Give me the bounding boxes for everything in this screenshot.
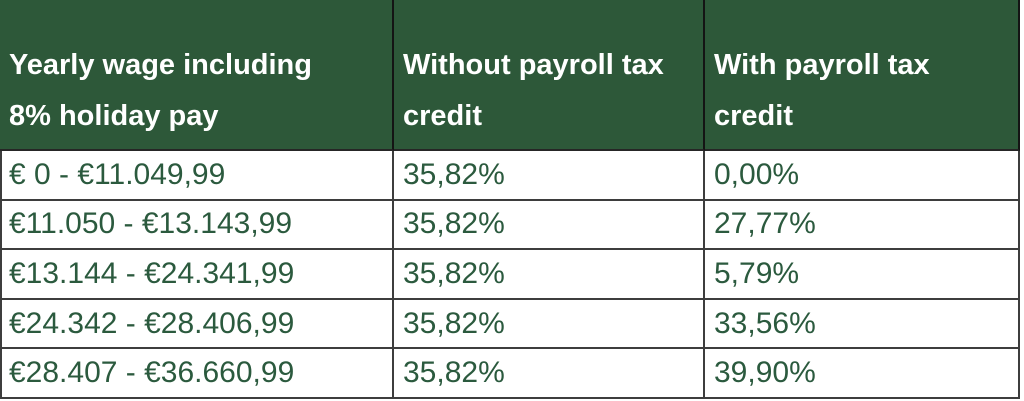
header-cell-without-credit: Without payroll tax credit xyxy=(394,0,705,151)
cell-rate-without-credit: 35,82% xyxy=(394,151,705,201)
cell-rate-with-credit: 27,77% xyxy=(705,200,1020,251)
cell-rate-without-credit: 35,82% xyxy=(394,250,705,300)
cell-rate-with-credit: 39,90% xyxy=(705,349,1020,399)
cell-wage-range: € 0 - €11.049,99 xyxy=(0,151,394,201)
cell-wage-range: €24.342 - €28.406,99 xyxy=(0,299,394,350)
cell-wage-range: €11.050 - €13.143,99 xyxy=(0,200,394,251)
cell-rate-without-credit: 35,82% xyxy=(394,200,705,251)
cell-rate-with-credit: 0,00% xyxy=(705,151,1020,201)
header-cell-yearly-wage: Yearly wage including 8% holiday pay xyxy=(0,0,394,151)
header-cell-with-credit: With payroll tax credit xyxy=(705,0,1020,151)
cell-rate-with-credit: 5,79% xyxy=(705,250,1020,300)
cell-rate-without-credit: 35,82% xyxy=(394,299,705,350)
cell-wage-range: €28.407 - €36.660,99 xyxy=(0,349,394,399)
cell-wage-range: €13.144 - €24.341,99 xyxy=(0,250,394,300)
cell-rate-with-credit: 33,56% xyxy=(705,299,1020,350)
cell-rate-without-credit: 35,82% xyxy=(394,349,705,399)
